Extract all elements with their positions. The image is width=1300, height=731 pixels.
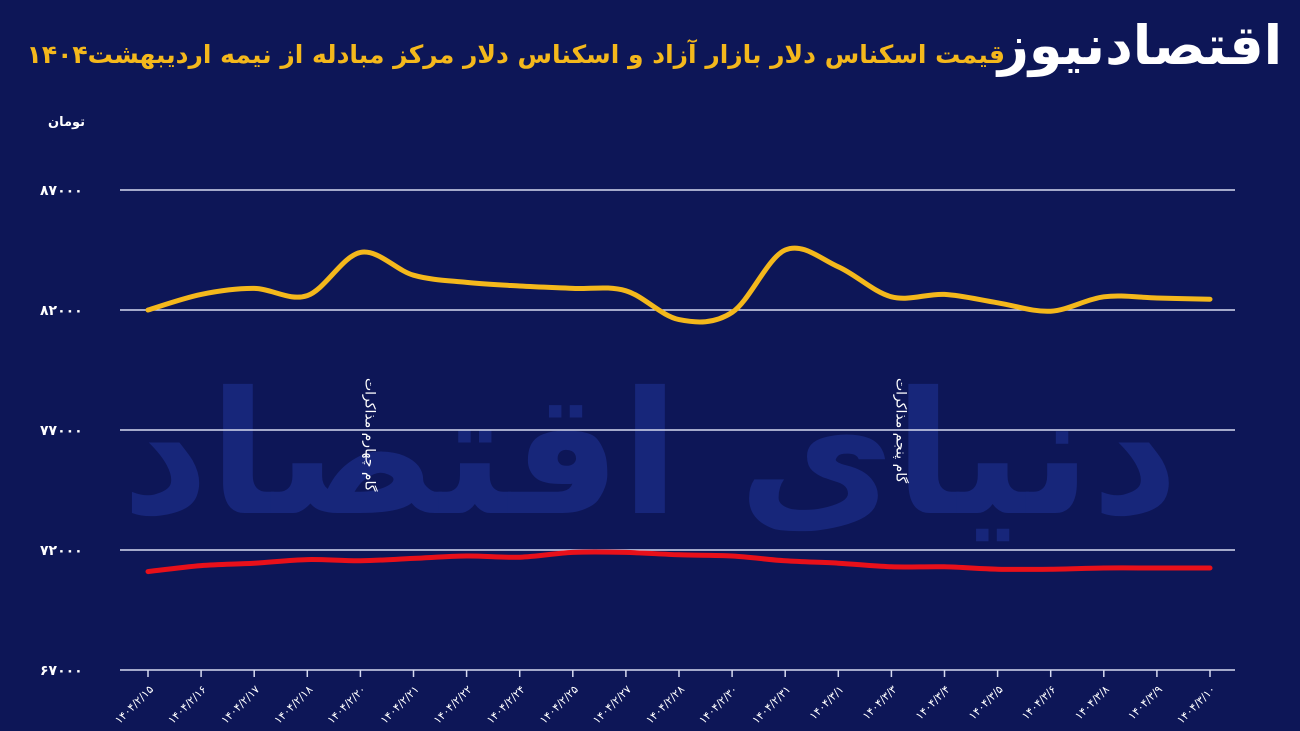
x-tick-label: ۱۴۰۴/۲/۲۱ — [378, 683, 422, 727]
y-tick-label: ۸۷۰۰۰ — [40, 183, 83, 199]
x-tick-label: ۱۴۰۴/۲/۲۸ — [643, 683, 687, 727]
x-tick-label: ۱۴۰۴/۲/۲۴ — [484, 683, 528, 727]
x-axis-ticks: ۱۴۰۴/۲/۱۵ ۱۴۰۴/۲/۱۶ ۱۴۰۴/۲/۱۷ ۱۴۰۴/۲/۱۸ ۱۴۰۴… — [112, 670, 1218, 727]
x-tick-label: ۱۴۰۴/۲/۲۰ — [325, 683, 369, 727]
x-tick-label: ۱۴۰۴/۲/۱۵ — [112, 683, 156, 727]
x-tick-label: ۱۴۰۴/۲/۳۱ — [750, 683, 794, 727]
series-line-2 — [145, 549, 1213, 575]
chart-title: قیمت اسکناس دلار بازار آزاد و اسکناس دلا… — [26, 40, 1005, 69]
x-tick-label: ۱۴۰۴/۳/۱ — [807, 683, 847, 723]
x-tick-label: ۱۴۰۴/۳/۴ — [913, 683, 953, 723]
annotation-label: گام چهارم مذاکرات — [361, 378, 378, 492]
x-tick-label: ۱۴۰۴/۲/۲۵ — [537, 683, 581, 727]
y-tick-label: ۶۷۰۰۰ — [40, 663, 83, 679]
y-tick-label: ۸۲۰۰۰ — [40, 303, 83, 319]
x-tick-label: ۱۴۰۴/۲/۱۶ — [166, 683, 210, 727]
series-line-1 — [145, 245, 1213, 325]
site-logo[interactable]: اقتصادنیوز — [997, 13, 1283, 77]
x-tick-label: ۱۴۰۴/۳/۱۰ — [1174, 683, 1218, 727]
y-axis-ticks: ۸۷۰۰۰ ۸۲۰۰۰ ۷۷۰۰۰ ۷۲۰۰۰ ۶۷۰۰۰ — [40, 183, 83, 679]
series-lines — [145, 245, 1213, 575]
x-tick-label: ۱۴۰۴/۲/۱۸ — [272, 683, 316, 727]
y-tick-label: ۷۲۰۰۰ — [40, 543, 83, 559]
x-tick-label: ۱۴۰۴/۳/۸ — [1072, 683, 1112, 723]
grid-lines — [120, 189, 1235, 671]
y-tick-label: ۷۷۰۰۰ — [40, 423, 83, 439]
x-tick-label: ۱۴۰۴/۳/۳ — [860, 683, 900, 723]
x-tick-label: ۱۴۰۴/۳/۶ — [1019, 683, 1059, 723]
annotation-label: گام پنجم مذاکرات — [892, 378, 909, 484]
x-tick-label: ۱۴۰۴/۲/۲۲ — [431, 683, 475, 727]
x-tick-label: ۱۴۰۴/۲/۲۷ — [590, 683, 634, 727]
x-tick-label: ۱۴۰۴/۳/۵ — [966, 683, 1006, 723]
x-tick-label: ۱۴۰۴/۳/۹ — [1126, 683, 1166, 723]
annotations: گام چهارم مذاکرات گام پنجم مذاکرات — [361, 378, 909, 492]
x-tick-label: ۱۴۰۴/۲/۳۰ — [697, 683, 741, 727]
y-axis-unit-label: تومان — [48, 115, 86, 130]
x-tick-label: ۱۴۰۴/۲/۱۷ — [219, 683, 263, 727]
